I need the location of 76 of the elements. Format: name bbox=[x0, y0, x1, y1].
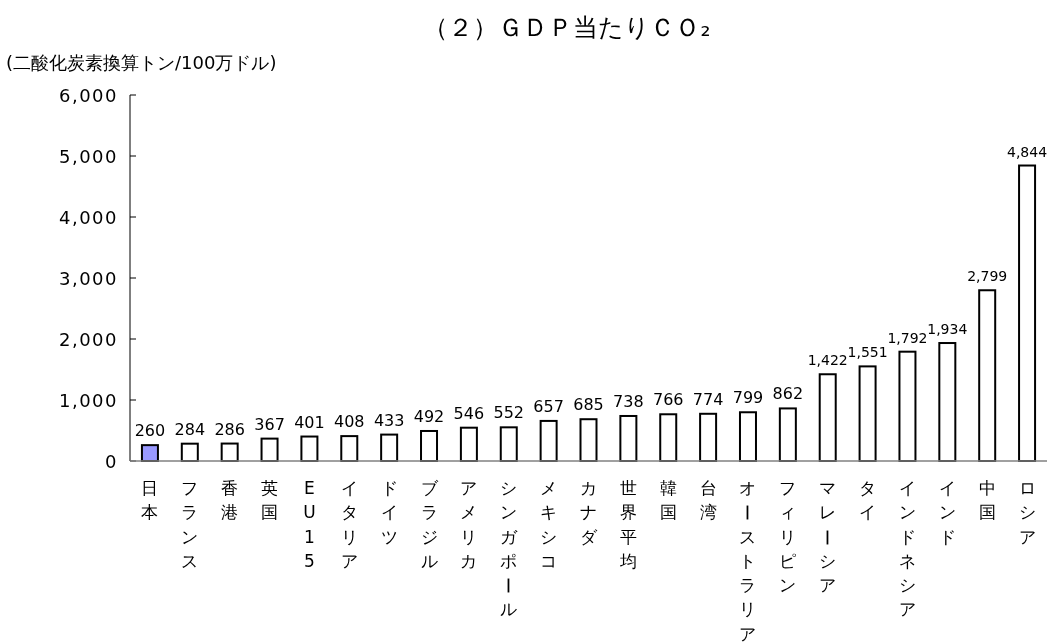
y-tick-label: 1,000 bbox=[58, 389, 118, 411]
bar bbox=[260, 437, 279, 462]
x-tick-label: 韓国 bbox=[659, 477, 677, 523]
y-tick-label: 5,000 bbox=[58, 145, 118, 167]
bar bbox=[539, 419, 558, 462]
data-label: 1,934 bbox=[927, 321, 968, 338]
bar bbox=[459, 426, 478, 462]
data-label: 552 bbox=[493, 403, 525, 423]
x-tick-label: EU15 bbox=[303, 477, 316, 571]
bar bbox=[938, 342, 957, 462]
bar bbox=[818, 373, 837, 462]
x-tick-label: メキシコ bbox=[540, 477, 558, 571]
bar bbox=[499, 426, 518, 462]
data-label: 2,799 bbox=[967, 268, 1008, 285]
bar bbox=[699, 412, 718, 462]
data-label: 1,792 bbox=[887, 329, 928, 346]
x-tick-label: ドイツ bbox=[380, 477, 398, 547]
x-tick-label: マレーシア bbox=[817, 477, 838, 596]
bar bbox=[340, 435, 359, 462]
x-tick-label: タイ bbox=[859, 477, 877, 523]
data-label: 766 bbox=[652, 390, 684, 410]
x-tick-label: アメリカ bbox=[460, 477, 478, 571]
bar bbox=[858, 365, 877, 462]
data-label: 260 bbox=[134, 421, 166, 441]
bar bbox=[380, 433, 399, 462]
x-tick-label: 日本 bbox=[141, 477, 159, 523]
x-tick-label: 世界平均 bbox=[618, 477, 637, 571]
x-tick-label: 中国 bbox=[978, 477, 996, 523]
y-tick-label: 6,000 bbox=[58, 84, 118, 106]
y-tick-label: 0 bbox=[105, 450, 118, 472]
x-tick-label: イタリア bbox=[340, 477, 358, 571]
x-tick-label: カナダ bbox=[580, 477, 598, 547]
bar bbox=[140, 444, 159, 462]
y-tick-label: 3,000 bbox=[58, 267, 118, 289]
bar bbox=[659, 413, 678, 462]
x-tick-label: 香港 bbox=[221, 477, 239, 523]
data-label: 367 bbox=[254, 414, 285, 434]
data-label: 657 bbox=[533, 396, 564, 416]
data-label: 738 bbox=[613, 391, 644, 411]
bar bbox=[300, 435, 319, 462]
x-tick-label: インド bbox=[938, 477, 956, 547]
data-label: 774 bbox=[692, 389, 724, 409]
bar bbox=[420, 429, 439, 462]
bar bbox=[619, 414, 638, 462]
y-tick-label: 4,000 bbox=[58, 206, 118, 228]
bar bbox=[778, 407, 797, 462]
x-tick-label: 英国 bbox=[261, 477, 279, 523]
data-label: 862 bbox=[772, 384, 804, 404]
x-tick-label: 台湾 bbox=[699, 477, 717, 523]
data-label: 492 bbox=[413, 406, 445, 426]
data-label: 286 bbox=[214, 419, 245, 439]
bar bbox=[579, 418, 598, 462]
x-tick-label: インドネシア bbox=[898, 477, 916, 620]
x-tick-label: ブラジル bbox=[420, 477, 439, 571]
bar bbox=[1018, 164, 1037, 462]
data-label: 799 bbox=[732, 388, 764, 408]
x-tick-label: フィリピン bbox=[779, 477, 797, 596]
data-label: 685 bbox=[573, 395, 604, 415]
data-label: 1,422 bbox=[807, 352, 848, 369]
data-label: 401 bbox=[294, 412, 325, 432]
data-label: 284 bbox=[174, 419, 206, 439]
data-label: 4,844 bbox=[1007, 143, 1048, 160]
x-tick-label: フランス bbox=[181, 477, 199, 571]
y-axis-title: (二酸化炭素換算トン/100万ドル) bbox=[6, 52, 277, 73]
bar bbox=[898, 350, 917, 462]
chart-title: （２）ＧＤＰ当たりＣＯ₂ bbox=[423, 13, 711, 42]
bar bbox=[978, 289, 997, 462]
x-tick-label: オーストラリア bbox=[737, 477, 758, 644]
y-tick-label: 2,000 bbox=[58, 328, 118, 350]
data-label: 433 bbox=[373, 410, 405, 430]
data-label: 1,551 bbox=[847, 344, 888, 361]
data-label: 546 bbox=[453, 403, 485, 423]
x-tick-label: シンガポール bbox=[498, 477, 519, 620]
bar bbox=[738, 411, 757, 462]
data-label: 408 bbox=[334, 412, 365, 432]
x-tick-label: ロシア bbox=[1018, 477, 1036, 547]
